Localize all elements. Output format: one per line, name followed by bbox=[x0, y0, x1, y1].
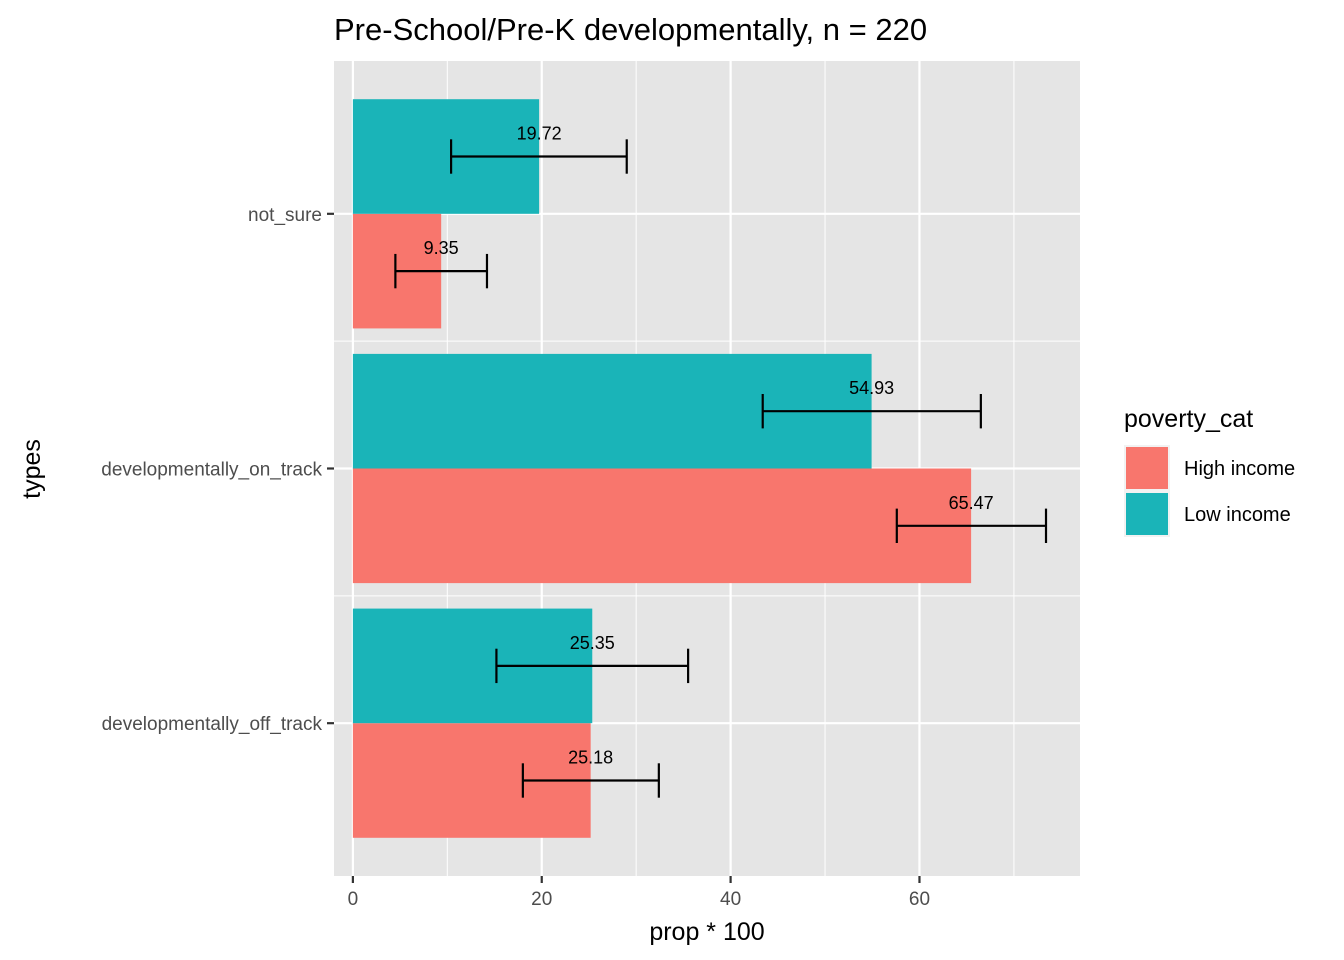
y-tick-label: developmentally_off_track bbox=[102, 714, 323, 735]
data-label: 65.47 bbox=[949, 493, 994, 513]
data-labels: 25.18 65.47 9.35 25.35 54.93 19.72 bbox=[424, 124, 994, 768]
chart-title: Pre-School/Pre-K developmentally, n = 22… bbox=[334, 12, 927, 47]
x-tick-label: 20 bbox=[531, 889, 552, 910]
bar-high-income bbox=[352, 468, 972, 584]
data-label: 9.35 bbox=[424, 238, 459, 258]
data-label: 25.35 bbox=[570, 633, 615, 653]
error-bars bbox=[394, 139, 1048, 798]
data-label: 54.93 bbox=[849, 378, 894, 398]
x-axis: 0 20 40 60 bbox=[348, 876, 930, 910]
x-tick-label: 0 bbox=[348, 889, 359, 910]
y-axis: developmentally_off_track developmentally… bbox=[101, 205, 334, 735]
data-label: 25.18 bbox=[568, 747, 613, 767]
x-axis-title: prop * 100 bbox=[649, 918, 764, 946]
legend-label: Low income bbox=[1184, 504, 1291, 526]
x-tick-label: 40 bbox=[720, 889, 741, 910]
y-axis-title: types bbox=[18, 439, 46, 499]
y-tick-label: not_sure bbox=[248, 205, 322, 226]
x-tick-label: 60 bbox=[909, 889, 930, 910]
legend-key-swatch bbox=[1126, 447, 1168, 489]
legend: poverty_cat High income Low income bbox=[1124, 405, 1295, 537]
y-tick-label: developmentally_on_track bbox=[101, 460, 322, 481]
legend-label: High income bbox=[1184, 458, 1295, 480]
legend-title: poverty_cat bbox=[1124, 405, 1253, 433]
data-label: 19.72 bbox=[517, 124, 562, 144]
legend-items: High income Low income bbox=[1124, 445, 1295, 537]
legend-key-swatch bbox=[1126, 493, 1168, 535]
